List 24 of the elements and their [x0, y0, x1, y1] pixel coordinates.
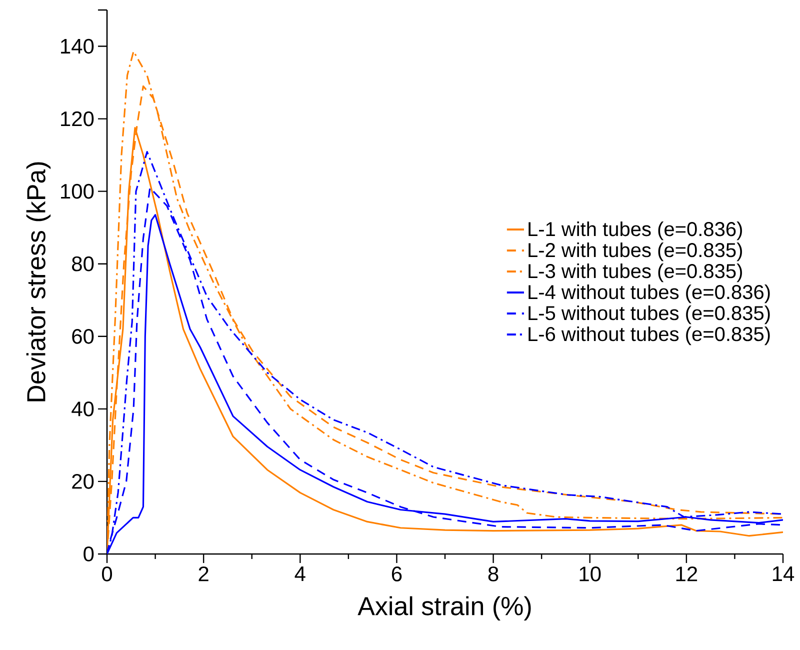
legend-label: L-4 without tubes (e=0.836) — [528, 284, 770, 304]
x-tick-label: 10 — [580, 566, 601, 582]
x-tick-label: 8 — [488, 566, 498, 582]
y-tick-label: 80 — [72, 256, 94, 272]
y-tick-label: 100 — [61, 184, 94, 199]
legend-label: L-1 with tubes (e=0.836) — [528, 222, 742, 240]
x-tick-label: 6 — [392, 566, 402, 582]
x-axis-title: Axial strain (%) — [358, 596, 531, 620]
legend-label: L-2 with tubes (e=0.835) — [528, 242, 742, 262]
x-tick-label: 12 — [676, 566, 698, 582]
x-tick-label: 14 — [772, 566, 794, 581]
y-tick-label: 40 — [72, 401, 94, 416]
y-tick-label: 120 — [61, 111, 94, 126]
legend-label: L-6 without tubes (e=0.835) — [528, 326, 770, 346]
legend-label: L-3 with tubes (e=0.835) — [528, 264, 742, 282]
y-tick-label: 140 — [61, 38, 94, 54]
legend-label: L-5 without tubes (e=0.835) — [528, 305, 770, 324]
x-tick-label: 0 — [102, 566, 112, 582]
x-tick-label: 2 — [198, 566, 208, 582]
x-tick-label: 4 — [294, 566, 306, 581]
y-axis-title: Deviator stress (kPa) — [26, 162, 51, 402]
y-tick-label: 20 — [72, 474, 94, 489]
y-tick-label: 0 — [84, 546, 94, 562]
y-tick-label: 60 — [72, 328, 94, 344]
